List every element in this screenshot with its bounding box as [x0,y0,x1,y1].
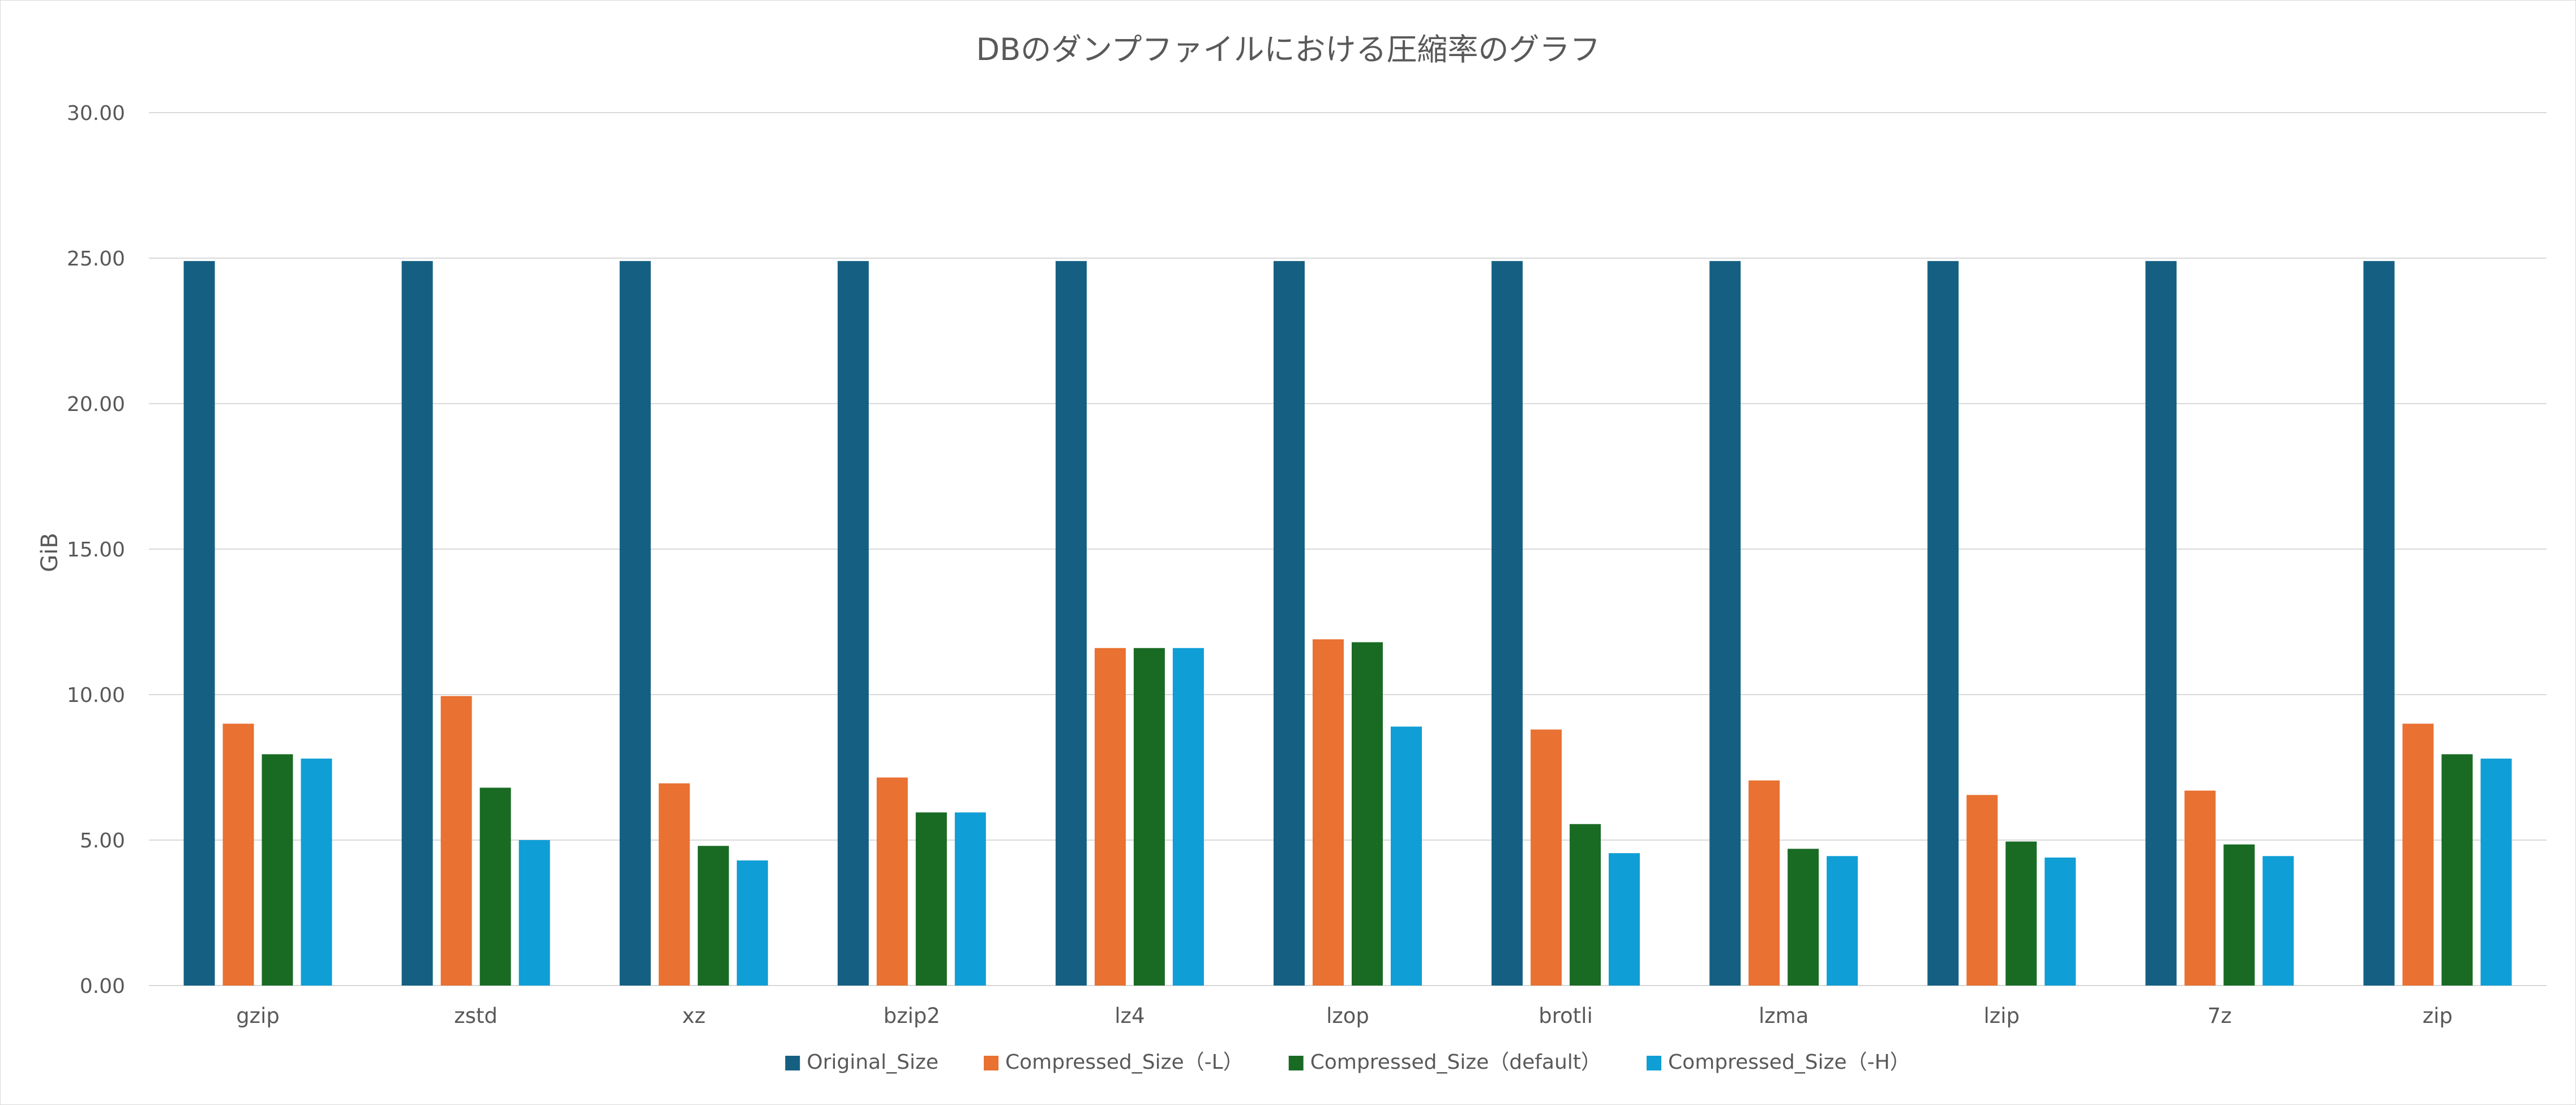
x-axis-labels: gzip zstd xz bzip2 lz4 lzop brotli lzma lzip 7z zi… [236,1004,2453,1028]
y-tick-label: 20.00 [67,393,125,416]
bar [1927,261,1959,986]
bar [2363,261,2395,986]
bar [2005,841,2037,986]
legend-label: Original_Size [807,1051,938,1074]
bar [1531,729,1562,986]
legend-item: Compressed_Size（-L） [984,1051,1244,1074]
bar [2223,844,2255,986]
legend: Original_Size Compressed_Size（-L） Compress… [785,1051,1910,1074]
bar [1172,648,1204,986]
bar [915,812,947,986]
bars [183,261,2512,986]
bar [2044,857,2076,986]
y-tick-label: 25.00 [67,247,125,271]
x-tick-label: lzop [1326,1004,1369,1028]
bar [1094,648,1126,986]
bar [736,860,768,986]
bar [1570,824,1601,986]
bar [2262,856,2294,986]
legend-item: Original_Size [785,1051,938,1074]
bar [518,840,550,986]
bar [1391,726,1422,986]
bar [837,261,869,986]
x-tick-label: brotli [1538,1004,1593,1028]
bar [2480,759,2512,986]
bar [1274,261,1305,986]
legend-label: Compressed_Size（-H） [1668,1051,1910,1074]
x-tick-label: 7z [2208,1004,2232,1028]
x-tick-label: zstd [454,1004,498,1028]
y-tick-label: 15.00 [67,538,125,562]
y-tick-label: 10.00 [67,684,125,707]
chart-title: DBのダンプファイルにおける圧縮率のグラフ [976,32,1600,67]
x-tick-label: zip [2423,1004,2453,1028]
bar [401,261,433,986]
x-tick-label: lzma [1759,1004,1808,1028]
bar [697,846,729,986]
bar [1709,261,1741,986]
bar [1748,780,1780,986]
bar [2145,261,2177,986]
x-tick-label: lzip [1984,1004,2020,1028]
bar [262,754,293,986]
bar [2402,723,2434,986]
bar [1609,853,1640,986]
bar [440,696,472,986]
x-tick-label: xz [682,1004,705,1028]
y-axis-ticks: 0.00 5.00 10.00 15.00 20.00 25.00 30.00 [67,102,125,998]
legend-swatch [1288,1056,1304,1070]
bar [1133,648,1165,986]
legend-swatch [785,1056,800,1070]
bar [1966,795,1998,986]
legend-label: Compressed_Size（-L） [1005,1051,1244,1074]
y-axis-label: GiB [37,533,63,572]
legend-item: Compressed_Size（-H） [1647,1051,1910,1074]
y-tick-label: 30.00 [67,102,125,125]
bar [1313,639,1344,986]
bar [222,723,254,986]
bar [183,261,215,986]
bar [954,812,986,986]
bar [2184,790,2216,986]
bar [658,783,690,986]
legend-item: Compressed_Size（default） [1288,1051,1601,1074]
bar [301,759,332,986]
x-tick-label: gzip [236,1004,280,1028]
bar [619,261,651,986]
bar [479,787,511,986]
x-tick-label: lz4 [1115,1004,1145,1028]
y-tick-label: 0.00 [80,975,125,998]
bar [1827,856,1858,986]
bar [2441,754,2473,986]
bar [1788,849,1819,986]
bar [1055,261,1087,986]
legend-label: Compressed_Size（default） [1310,1051,1601,1074]
legend-swatch [984,1056,999,1070]
y-tick-label: 5.00 [80,829,125,853]
legend-swatch [1647,1056,1662,1070]
x-tick-label: bzip2 [884,1004,940,1028]
bar [876,777,908,986]
bar [1491,261,1523,986]
bar [1352,642,1383,986]
